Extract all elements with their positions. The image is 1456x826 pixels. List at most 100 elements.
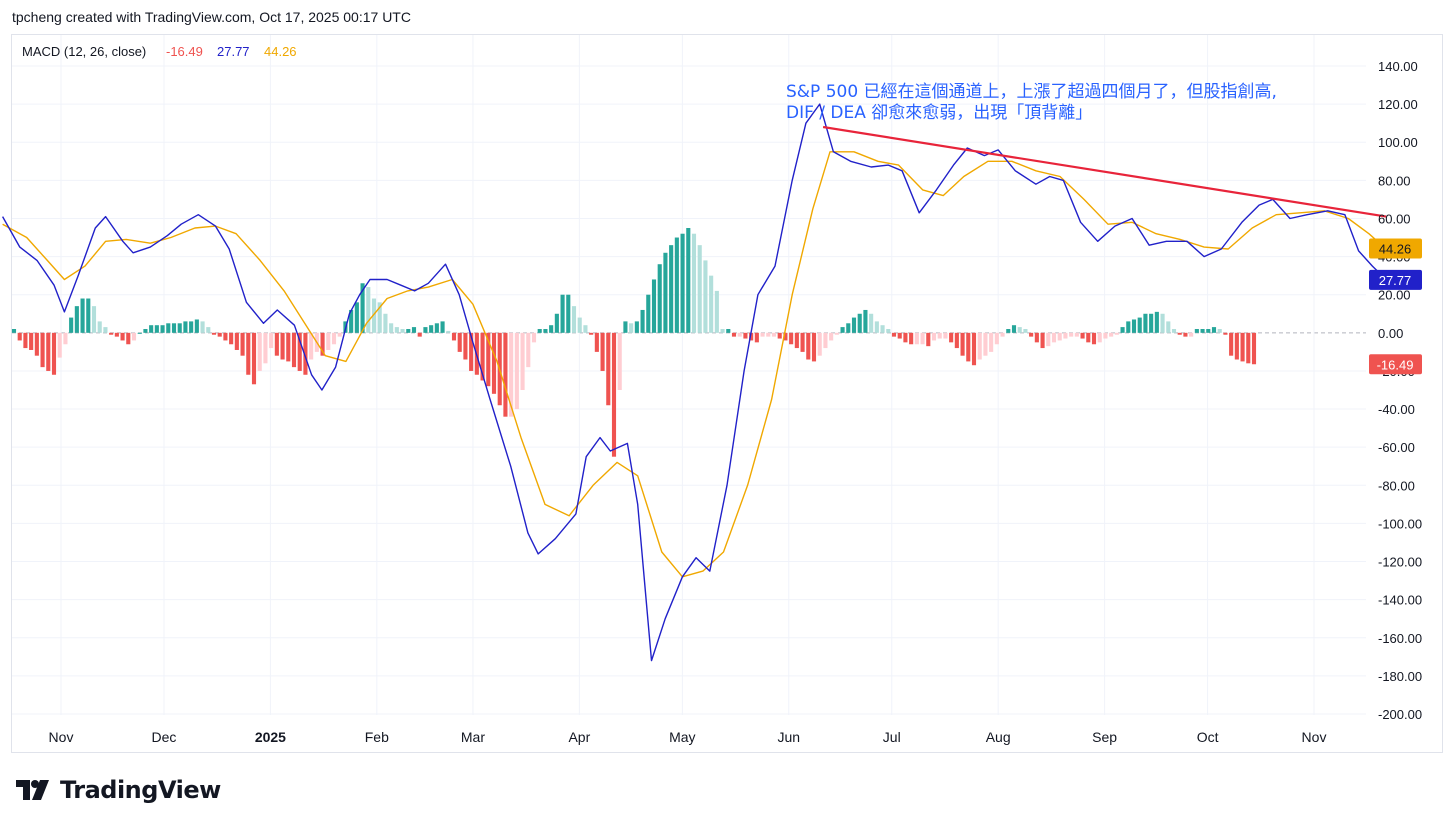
histogram-bar: [1160, 313, 1165, 333]
histogram-bar: [760, 332, 765, 337]
histogram-bar: [737, 332, 742, 337]
histogram-bar: [109, 332, 114, 335]
histogram-bar: [520, 332, 525, 390]
y-tick-label: -140.00: [1378, 593, 1422, 608]
histogram-bar: [194, 319, 199, 333]
histogram-bar: [91, 306, 97, 333]
histogram-bar: [126, 332, 131, 345]
histogram-bar: [977, 332, 982, 360]
x-tick-label: Mar: [461, 729, 485, 745]
histogram-bar: [840, 327, 845, 333]
y-tick-label: 120.00: [1378, 97, 1418, 112]
histogram-bar: [634, 321, 639, 333]
x-tick-label: Jul: [883, 729, 901, 745]
histogram-bar: [74, 306, 79, 333]
histogram-bar: [686, 228, 691, 333]
histogram-bar: [354, 302, 359, 333]
histogram-bar: [663, 252, 668, 333]
histogram-bar: [189, 321, 194, 333]
histogram-bar: [1097, 332, 1102, 343]
histogram-bar: [509, 332, 514, 417]
histogram-bar: [309, 332, 314, 360]
histogram-bar: [983, 332, 988, 356]
histogram-bar: [166, 323, 171, 333]
histogram-bar: [1240, 332, 1245, 362]
histogram-bar: [834, 332, 839, 335]
histogram-bar: [554, 313, 559, 333]
histogram-bar: [263, 332, 268, 364]
histogram-bar: [549, 325, 554, 333]
histogram-bar: [869, 313, 874, 333]
y-tick-label: -80.00: [1378, 478, 1415, 493]
x-tick-label: Aug: [986, 729, 1011, 745]
histogram-bar: [560, 294, 565, 333]
histogram-bar: [1217, 329, 1222, 333]
histogram-bar: [514, 332, 519, 410]
histogram-bar: [1234, 332, 1239, 360]
histogram-bar: [566, 294, 571, 333]
histogram-bar: [657, 264, 662, 333]
histogram-bar: [800, 332, 805, 352]
histogram-bar: [320, 332, 325, 356]
histogram-bar: [880, 325, 885, 333]
histogram-bar: [223, 332, 228, 341]
histogram-bar: [966, 332, 971, 362]
x-tick-label: Sep: [1092, 729, 1117, 745]
histogram-bar: [594, 332, 599, 352]
histogram-bar: [131, 332, 137, 341]
histogram-bar: [629, 323, 634, 333]
tradingview-logo[interactable]: TradingView: [14, 776, 221, 804]
histogram-bar: [909, 332, 914, 345]
histogram-bar: [989, 332, 994, 352]
y-tick-label: -180.00: [1378, 669, 1422, 684]
histogram-bar: [1091, 332, 1097, 345]
y-tick-label: -40.00: [1378, 402, 1415, 417]
histogram-bar: [440, 321, 445, 333]
x-tick-label: Nov: [49, 729, 74, 745]
indicator-hist-value: -16.49: [166, 44, 203, 59]
histogram-bar: [1189, 332, 1194, 337]
histogram-bar: [531, 332, 537, 343]
histogram-bar: [411, 327, 417, 333]
histogram-bar: [943, 332, 948, 339]
histogram-bar: [971, 332, 977, 366]
histogram-bar: [246, 332, 251, 375]
histogram-bar: [589, 332, 594, 335]
histogram-bar: [1063, 332, 1068, 339]
y-tick-label: -160.00: [1378, 631, 1422, 646]
histogram-bar: [1034, 332, 1039, 343]
histogram-bar: [1051, 332, 1057, 343]
histogram-bar: [423, 327, 428, 333]
indicator-name[interactable]: MACD (12, 26, close): [22, 44, 146, 59]
histogram-bar: [1194, 329, 1199, 333]
histogram-bar: [600, 332, 605, 371]
histogram-bar: [583, 325, 588, 333]
histogram-bar: [1177, 332, 1182, 335]
histogram-bar: [11, 329, 17, 333]
tradingview-logo-icon: [16, 780, 49, 800]
histogram-bar: [46, 332, 51, 371]
histogram-bar: [383, 313, 388, 333]
histogram-bar: [823, 332, 828, 349]
histogram-bar: [406, 329, 411, 333]
histogram-bar: [1017, 327, 1022, 333]
y-axis: 140.00120.00100.0080.0060.0040.0020.000.…: [1378, 59, 1422, 722]
histogram-bar: [389, 323, 394, 333]
histogram-bar: [286, 332, 291, 362]
histogram-bar: [1057, 332, 1062, 341]
histogram-bar: [937, 332, 942, 339]
histogram-bar: [646, 294, 651, 333]
x-axis: Nov Dec 2025 Feb Mar Apr May Jun Jul Aug Sep Oct Nov: [49, 729, 1327, 745]
histogram-bar: [326, 332, 331, 350]
histogram-bar: [1040, 332, 1045, 349]
histogram-bar: [29, 332, 34, 350]
histogram-bar: [1171, 329, 1177, 333]
resistance-trend-line[interactable]: [822, 125, 1387, 218]
histogram-bar: [34, 332, 39, 356]
histogram-bar: [1211, 327, 1217, 333]
histogram-bar: [297, 332, 302, 371]
y-tick-label: -60.00: [1378, 440, 1415, 455]
histogram-bar: [1069, 332, 1074, 337]
histogram-bar: [434, 323, 439, 333]
histogram-bar: [886, 329, 891, 333]
